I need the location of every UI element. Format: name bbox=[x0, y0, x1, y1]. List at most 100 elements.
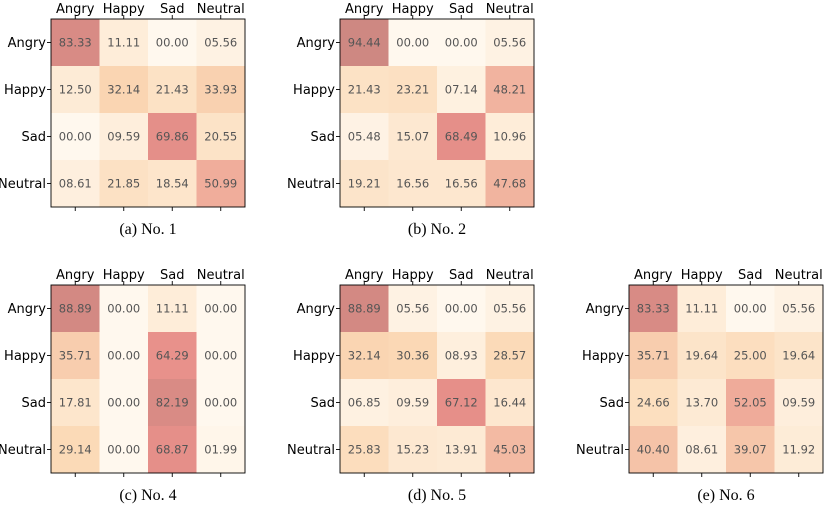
heatmap-cell bbox=[485, 19, 535, 67]
heatmap-frame bbox=[50, 18, 246, 208]
cell-value-label: 05.56 bbox=[396, 302, 429, 316]
cell-value-label: 05.56 bbox=[204, 36, 237, 50]
heatmap-cell bbox=[196, 379, 246, 427]
row-label: Sad bbox=[311, 130, 335, 145]
cell-value-label: 00.00 bbox=[107, 443, 140, 457]
panel-caption: (c) No. 4 bbox=[119, 487, 176, 504]
heatmap-cell bbox=[677, 426, 727, 474]
heatmap-cell bbox=[196, 332, 246, 380]
cell-value-label: 67.12 bbox=[445, 396, 478, 410]
heatmap-cell bbox=[388, 66, 438, 114]
cell-value-label: 15.23 bbox=[396, 443, 429, 457]
cell-value-label: 00.00 bbox=[59, 130, 92, 144]
heatmap-frame bbox=[339, 284, 535, 474]
cell-value-label: 00.00 bbox=[156, 36, 189, 50]
cell-value-label: 11.11 bbox=[107, 36, 140, 50]
cell-value-label: 48.21 bbox=[493, 83, 526, 97]
heatmap-frame bbox=[50, 284, 246, 474]
heatmap-cell bbox=[148, 19, 197, 67]
column-label: Angry bbox=[56, 2, 95, 17]
cell-value-label: 68.49 bbox=[445, 130, 478, 144]
heatmap-cell bbox=[340, 19, 389, 67]
row-label: Happy bbox=[4, 83, 46, 98]
heatmap-cell bbox=[340, 66, 389, 114]
row-label: Sad bbox=[22, 130, 46, 145]
row-label: Neutral bbox=[0, 177, 46, 192]
column-label: Neutral bbox=[775, 268, 823, 283]
heatmap-cell bbox=[629, 426, 678, 474]
cell-value-label: 52.05 bbox=[734, 396, 767, 410]
heatmap-frame bbox=[339, 18, 535, 208]
heatmap-cell bbox=[485, 285, 535, 333]
heatmap-cell bbox=[437, 426, 486, 474]
heatmap-cell bbox=[148, 426, 197, 474]
heatmap-cell bbox=[774, 379, 824, 427]
cell-value-label: 09.59 bbox=[396, 396, 429, 410]
row-label: Neutral bbox=[287, 443, 335, 458]
column-label: Happy bbox=[392, 268, 434, 283]
heatmap-panel: 83.33 11.11 00.00 05.56 35.71 19.64 25.00 19.64… bbox=[576, 268, 824, 504]
column-label: Happy bbox=[103, 268, 145, 283]
cell-value-label: 64.29 bbox=[156, 349, 189, 363]
cell-value-label: 33.93 bbox=[204, 83, 237, 97]
column-label: Angry bbox=[56, 268, 95, 283]
heatmap-cell bbox=[148, 285, 197, 333]
column-label: Sad bbox=[160, 2, 184, 17]
heatmap-cell bbox=[437, 285, 486, 333]
heatmap-cell bbox=[388, 113, 438, 161]
row-label: Angry bbox=[297, 302, 336, 317]
heatmap-cell bbox=[485, 66, 535, 114]
cell-value-label: 16.56 bbox=[396, 177, 429, 191]
column-label: Angry bbox=[634, 268, 673, 283]
heatmap-cell bbox=[388, 285, 438, 333]
heatmap-cell bbox=[148, 379, 197, 427]
cell-value-label: 16.56 bbox=[445, 177, 478, 191]
row-label: Sad bbox=[311, 396, 335, 411]
cell-value-label: 88.89 bbox=[59, 302, 92, 316]
heatmap-cell bbox=[51, 19, 100, 67]
heatmap-cell bbox=[99, 379, 149, 427]
row-label: Neutral bbox=[576, 443, 624, 458]
heatmap-cell bbox=[774, 332, 824, 380]
cell-value-label: 13.70 bbox=[685, 396, 718, 410]
row-label: Angry bbox=[8, 36, 47, 51]
cell-value-label: 32.14 bbox=[348, 349, 381, 363]
heatmap-cell bbox=[340, 332, 389, 380]
heatmap-cell bbox=[196, 19, 246, 67]
cell-value-label: 18.54 bbox=[156, 177, 189, 191]
heatmap-panel: 88.89 05.56 00.00 05.56 32.14 30.36 08.93 28.57… bbox=[287, 268, 535, 504]
heatmap-cell bbox=[51, 426, 100, 474]
heatmap-cell bbox=[677, 379, 727, 427]
cell-value-label: 05.56 bbox=[782, 302, 815, 316]
cell-value-label: 94.44 bbox=[348, 36, 381, 50]
column-label: Happy bbox=[392, 2, 434, 17]
heatmap-cell bbox=[437, 160, 486, 208]
row-label: Angry bbox=[8, 302, 47, 317]
heatmap-cell bbox=[388, 19, 438, 67]
row-label: Sad bbox=[22, 396, 46, 411]
column-label: Sad bbox=[449, 2, 473, 17]
heatmap-cell bbox=[485, 379, 535, 427]
heatmap-cell bbox=[99, 285, 149, 333]
cell-value-label: 11.11 bbox=[156, 302, 189, 316]
panel-caption: (b) No. 2 bbox=[408, 221, 466, 238]
heatmap-cell bbox=[774, 285, 824, 333]
cell-value-label: 05.56 bbox=[493, 36, 526, 50]
cell-value-label: 00.00 bbox=[204, 396, 237, 410]
heatmap-cell bbox=[340, 426, 389, 474]
panel-caption: (a) No. 1 bbox=[119, 221, 176, 238]
heatmap-cell bbox=[148, 160, 197, 208]
heatmap-cell bbox=[196, 160, 246, 208]
heatmap-panel: 88.89 00.00 11.11 00.00 35.71 00.00 64.29 00.00… bbox=[0, 268, 246, 504]
heatmap-cell bbox=[340, 160, 389, 208]
cell-value-label: 23.21 bbox=[396, 83, 429, 97]
column-label: Angry bbox=[345, 2, 384, 17]
row-label: Happy bbox=[4, 349, 46, 364]
cell-value-label: 30.36 bbox=[396, 349, 429, 363]
heatmap-cell bbox=[51, 160, 100, 208]
cell-value-label: 35.71 bbox=[637, 349, 670, 363]
cell-value-label: 00.00 bbox=[107, 396, 140, 410]
cell-value-label: 39.07 bbox=[734, 443, 767, 457]
heatmap-cell bbox=[485, 160, 535, 208]
heatmap-cell bbox=[388, 160, 438, 208]
